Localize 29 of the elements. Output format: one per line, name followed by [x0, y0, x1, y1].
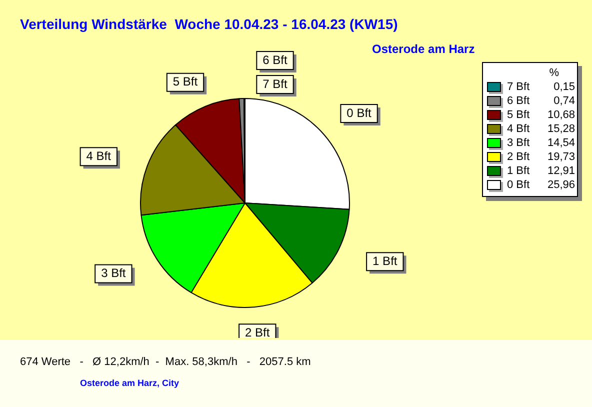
- slice-label: 3 Bft: [101, 266, 126, 280]
- text: 674 Werte - Ø 12,2km/h - Max. 58,3km/h - 2057.5 km: [20, 356, 311, 368]
- chart-title: Verteilung Windstärke Woche 10.04.23 - 16.04.23 (KW15): [20, 16, 398, 32]
- data-label: 0,15: [552, 80, 575, 92]
- slice-label: 5 Bft: [172, 74, 198, 89]
- slice-label: 0 Bft: [346, 106, 372, 120]
- data-label: 12,91: [546, 164, 575, 176]
- legend-label: 0 Bft: [507, 178, 531, 190]
- data-label: 0,74: [552, 94, 575, 106]
- legend-title: %: [548, 67, 560, 80]
- legend-label: 6 Bft: [507, 94, 531, 106]
- chart-subtitle: Osterode am Harz: [372, 42, 475, 56]
- slice-label: 2 Bft: [245, 325, 270, 340]
- slice-label: 4 Bft: [86, 148, 112, 163]
- text: Osterode am Harz, City: [80, 378, 180, 388]
- category-label: 7 Bft: [262, 76, 288, 91]
- legend-label: 1 Bft: [507, 164, 531, 176]
- data-label: 19,73: [546, 150, 575, 162]
- data-label: 15,28: [546, 122, 575, 134]
- data-label: 10,68: [546, 108, 575, 120]
- slice-label: 1 Bft: [372, 254, 398, 268]
- data-label: 25,96: [546, 178, 575, 190]
- legend-label: 7 Bft: [507, 80, 531, 92]
- data-label: 14,54: [546, 136, 575, 148]
- legend-label: 4 Bft: [507, 122, 531, 134]
- legend-label: 2 Bft: [507, 150, 531, 162]
- legend-label: 3 Bft: [507, 136, 531, 148]
- legend-label: 5 Bft: [507, 108, 531, 120]
- category-label: 6 Bft: [262, 52, 288, 67]
